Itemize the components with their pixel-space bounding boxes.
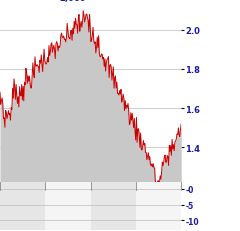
Bar — [136, 183, 181, 230]
Bar — [45, 183, 90, 230]
Text: 1,250: 1,250 — [128, 193, 155, 202]
Bar — [181, 183, 189, 230]
Bar — [0, 183, 45, 230]
Text: 2,060: 2,060 — [60, 0, 86, 3]
Bar — [90, 183, 136, 230]
